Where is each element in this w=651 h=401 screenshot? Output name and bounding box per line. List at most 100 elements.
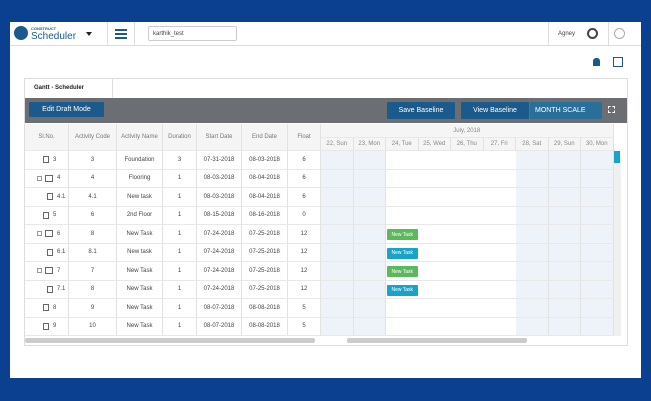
- table-cell: 08-03-2018: [197, 169, 242, 188]
- gantt-row: [321, 244, 614, 262]
- scroll-thumb[interactable]: [614, 151, 620, 163]
- folder-icon: [45, 230, 53, 238]
- gantt-bar[interactable]: New Task: [387, 229, 418, 240]
- column-header: Float: [288, 124, 321, 151]
- day-header: 26, Thu: [451, 138, 484, 151]
- day-header: 24, Tue: [386, 138, 419, 151]
- column-header: Start Date: [197, 124, 242, 151]
- gantt-row: [321, 262, 614, 281]
- expand-icon[interactable]: [608, 106, 615, 113]
- tab[interactable]: Gantt - Scheduler: [25, 79, 113, 98]
- brand-dropdown[interactable]: [86, 32, 92, 39]
- table-cell: 2nd Floor: [117, 206, 163, 225]
- project-select[interactable]: karthik_test: [148, 26, 237, 41]
- day-header: 29, Sun: [548, 138, 581, 151]
- table-cell: 6: [288, 188, 321, 207]
- table-cell: 07-24-2018: [197, 280, 242, 299]
- horizontal-scrollbar[interactable]: [25, 338, 315, 343]
- table-cell: 07-24-2018: [197, 225, 242, 244]
- file-icon: [43, 322, 49, 330]
- file-icon: [43, 211, 49, 219]
- table-cell: New Task: [117, 262, 163, 281]
- table-cell: 07-24-2018: [197, 243, 242, 262]
- table-cell: 08-07-2018: [197, 299, 242, 318]
- table-cell: Flooring: [117, 169, 163, 188]
- table-cell: 08-16-2018: [242, 206, 288, 225]
- collapse-toggle[interactable]: [37, 268, 42, 274]
- gantt-row: [321, 225, 614, 244]
- table-cell: 7.1: [25, 280, 69, 299]
- gantt-bar[interactable]: New Task: [387, 266, 418, 277]
- panel: Gantt - Scheduler Edit Draft Mode Save B…: [24, 78, 628, 346]
- table-cell: 8: [69, 225, 117, 244]
- logo: [14, 26, 28, 40]
- table-cell: 1: [163, 206, 197, 225]
- table-cell: 9: [25, 317, 69, 336]
- table-cell: 7: [25, 262, 69, 281]
- gantt-bar[interactable]: New Task: [387, 247, 418, 259]
- collapse-toggle[interactable]: [37, 175, 42, 181]
- table-cell: 5: [288, 299, 321, 318]
- gantt-row: [321, 299, 614, 318]
- column-header: Sl.No.: [25, 124, 69, 151]
- help-icon[interactable]: [614, 28, 625, 39]
- day-header: 27, Fri: [483, 138, 516, 151]
- app: CONSTRUCT Scheduler karthik_test Agney G…: [10, 22, 641, 378]
- table-cell: 6.1: [25, 243, 69, 262]
- gantt-row: [321, 151, 614, 170]
- grid: Sl.No. Activity Code Activity Name Duration…: [25, 124, 627, 343]
- project-name: karthik_test: [153, 31, 184, 37]
- table-cell: 1: [163, 280, 197, 299]
- month-header: July, 2018: [321, 124, 614, 138]
- column-header: Duration: [163, 124, 197, 151]
- table-cell: 1: [163, 262, 197, 281]
- scale-select[interactable]: MONTH SCALE: [530, 102, 602, 119]
- table-cell: 08-08-2018: [242, 299, 288, 318]
- table-cell: 0: [288, 206, 321, 225]
- table-cell: 07-25-2018: [242, 225, 288, 244]
- table-cell: New task: [117, 188, 163, 207]
- save-button[interactable]: Save Baseline: [387, 102, 455, 119]
- gantt-row: [321, 188, 614, 207]
- table-cell: Foundation: [117, 151, 163, 170]
- collapse-toggle[interactable]: [37, 231, 42, 237]
- table-cell: 6: [288, 169, 321, 188]
- horizontal-scrollbar[interactable]: [347, 338, 527, 343]
- view-button[interactable]: View Baseline: [461, 102, 529, 119]
- table-cell: 3: [69, 151, 117, 170]
- table-cell: 1: [163, 188, 197, 207]
- column-header: Activity Code: [69, 124, 117, 151]
- gantt-row: [321, 281, 614, 299]
- table-cell: New Task: [117, 317, 163, 336]
- day-header: 30, Mon: [581, 138, 614, 151]
- menu[interactable]: [107, 22, 135, 46]
- table-cell: 6: [25, 225, 69, 244]
- calendar-icon[interactable]: [613, 57, 623, 67]
- day-header: 23, Mon: [353, 138, 386, 151]
- table-cell: 07-31-2018: [197, 151, 242, 170]
- bell-icon[interactable]: [593, 58, 600, 66]
- table-cell: 08-04-2018: [242, 188, 288, 207]
- day-header: 28, Sat: [516, 138, 549, 151]
- vertical-scrollbar[interactable]: [614, 151, 621, 336]
- file-icon: [43, 156, 49, 164]
- table-cell: 8: [69, 280, 117, 299]
- scale-label: MONTH SCALE: [535, 107, 586, 114]
- table-cell: 9: [69, 299, 117, 318]
- day-header: 25, Wed: [418, 138, 451, 151]
- brand[interactable]: Scheduler: [31, 31, 77, 42]
- table-cell: 4.1: [25, 188, 69, 207]
- table-cell: New Task: [117, 225, 163, 244]
- table-cell: 5: [25, 206, 69, 225]
- user-area[interactable]: Agney: [548, 22, 609, 46]
- day-header: 22, Sun: [321, 138, 354, 151]
- table-cell: 7: [69, 262, 117, 281]
- folder-icon: [45, 267, 53, 275]
- table-cell: 1: [163, 169, 197, 188]
- user-name: Agney: [558, 31, 576, 37]
- table-cell: 6: [288, 151, 321, 170]
- table-cell: 12: [288, 225, 321, 244]
- gantt-bar[interactable]: New Task: [387, 284, 418, 296]
- table-cell: 1: [163, 299, 197, 318]
- edit-button[interactable]: Edit Draft Mode: [29, 102, 104, 117]
